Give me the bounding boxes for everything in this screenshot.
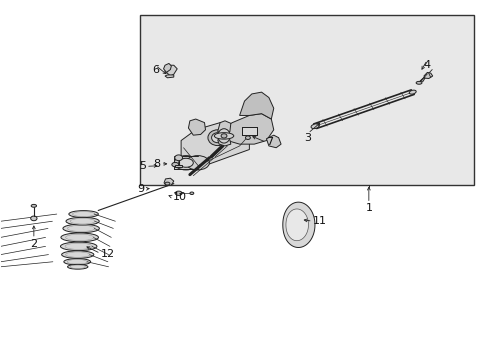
Text: 4: 4 <box>423 60 430 70</box>
Ellipse shape <box>185 156 209 170</box>
Polygon shape <box>282 202 314 248</box>
Ellipse shape <box>174 155 182 161</box>
Text: 8: 8 <box>153 159 160 169</box>
Text: 3: 3 <box>304 134 311 143</box>
Ellipse shape <box>189 192 193 194</box>
Text: 1: 1 <box>365 203 371 213</box>
Ellipse shape <box>63 224 99 233</box>
Text: 2: 2 <box>30 239 38 249</box>
Ellipse shape <box>310 124 319 129</box>
Ellipse shape <box>221 134 226 138</box>
Polygon shape <box>242 127 256 135</box>
Polygon shape <box>163 178 173 186</box>
Polygon shape <box>423 72 432 78</box>
Ellipse shape <box>408 90 415 94</box>
Ellipse shape <box>66 217 99 225</box>
Ellipse shape <box>211 133 224 143</box>
Ellipse shape <box>64 258 90 265</box>
Ellipse shape <box>164 182 169 185</box>
Ellipse shape <box>61 242 97 251</box>
Ellipse shape <box>171 162 178 167</box>
Text: 7: 7 <box>266 138 273 147</box>
Ellipse shape <box>61 251 94 258</box>
Text: 12: 12 <box>101 248 115 258</box>
Polygon shape <box>220 114 273 144</box>
Ellipse shape <box>218 129 230 143</box>
Ellipse shape <box>31 216 37 221</box>
Polygon shape <box>174 157 197 169</box>
Ellipse shape <box>207 130 227 145</box>
Text: 11: 11 <box>312 216 326 226</box>
Text: 5: 5 <box>139 161 146 171</box>
Polygon shape <box>163 63 171 72</box>
Polygon shape <box>266 135 281 148</box>
Polygon shape <box>175 165 182 167</box>
Ellipse shape <box>61 233 98 242</box>
Bar <box>140 15 473 185</box>
Polygon shape <box>285 209 308 241</box>
Polygon shape <box>164 75 173 78</box>
Ellipse shape <box>178 158 193 167</box>
Polygon shape <box>181 123 249 169</box>
Polygon shape <box>239 92 273 119</box>
Polygon shape <box>166 65 177 76</box>
Ellipse shape <box>174 156 197 170</box>
Text: 9: 9 <box>137 184 144 194</box>
Text: 6: 6 <box>151 65 159 75</box>
Polygon shape <box>188 119 205 135</box>
Ellipse shape <box>69 211 98 217</box>
Text: 10: 10 <box>172 192 186 202</box>
Polygon shape <box>217 138 230 146</box>
Ellipse shape <box>175 191 182 195</box>
Ellipse shape <box>31 204 37 207</box>
Polygon shape <box>419 77 424 81</box>
Ellipse shape <box>245 136 250 139</box>
Polygon shape <box>217 121 230 134</box>
Ellipse shape <box>415 81 421 84</box>
Ellipse shape <box>67 264 88 269</box>
Ellipse shape <box>214 133 233 139</box>
